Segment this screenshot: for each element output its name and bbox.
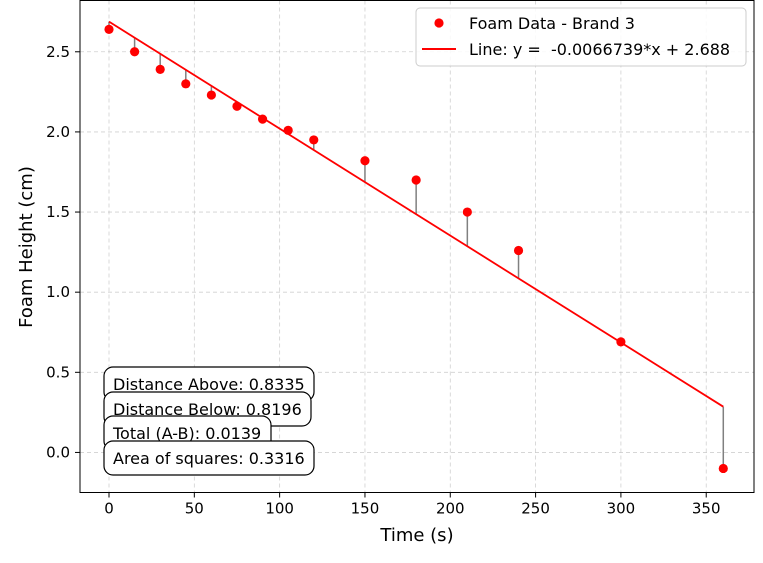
annotation-box: Area of squares: 0.3316 xyxy=(103,440,315,476)
data-point xyxy=(181,79,191,89)
annotation-text: Distance Below: 0.8196 xyxy=(113,400,302,419)
data-point xyxy=(130,47,140,57)
y-axis-title: Foam Height (cm) xyxy=(16,166,37,328)
data-point xyxy=(411,175,421,185)
x-axis-title: Time (s) xyxy=(379,525,453,546)
data-point xyxy=(155,64,165,75)
annotation-boxes: Distance Above: 0.8335 Distance Below: 0.… xyxy=(103,366,315,476)
x-tick-label: 50 xyxy=(185,500,204,518)
y-tick-label: 0.5 xyxy=(46,363,70,381)
y-tick-label: 0.0 xyxy=(46,443,70,461)
legend-marker-scatter xyxy=(434,18,444,28)
data-point xyxy=(616,337,626,347)
data-point xyxy=(513,245,524,256)
annotation-text: Distance Above: 0.8335 xyxy=(113,375,305,394)
data-point xyxy=(232,101,242,111)
y-axis-ticks: 0.0 0.5 1.0 1.5 2.0 2.5 xyxy=(46,43,80,461)
x-axis-ticks: 0 50 100 150 200 250 300 350 xyxy=(104,492,721,518)
legend: Foam Data - Brand 3 Line: y = -0.0066739… xyxy=(415,7,747,67)
x-tick-label: 300 xyxy=(607,500,636,518)
legend-frame xyxy=(415,7,747,67)
data-point xyxy=(206,90,216,100)
x-tick-label: 0 xyxy=(104,500,114,518)
annotation-frame xyxy=(103,440,315,476)
fit-line-layer xyxy=(108,20,724,408)
x-tick-label: 100 xyxy=(265,500,294,518)
x-tick-label: 150 xyxy=(351,500,380,518)
y-tick-label: 2.5 xyxy=(46,43,70,61)
data-point xyxy=(462,207,472,217)
annotation-text: Area of squares: 0.3316 xyxy=(113,449,305,468)
y-tick-label: 1.0 xyxy=(46,283,70,301)
y-tick-label: 1.5 xyxy=(46,203,70,221)
data-point xyxy=(283,125,293,135)
annotation-text: Total (A-B): 0.0139 xyxy=(112,424,261,443)
x-tick-label: 200 xyxy=(436,500,465,518)
data-point xyxy=(360,156,370,166)
plot-frame xyxy=(79,0,755,493)
data-point xyxy=(309,135,319,145)
data-point xyxy=(104,24,114,34)
x-tick-label: 350 xyxy=(692,500,721,518)
x-tick-label: 250 xyxy=(521,500,550,518)
data-point-layer xyxy=(104,24,728,474)
fit-line xyxy=(108,20,724,408)
legend-label-scatter: Foam Data - Brand 3 xyxy=(469,14,635,33)
data-point xyxy=(718,463,728,474)
y-tick-label: 2.0 xyxy=(46,123,70,141)
legend-label-line: Line: y = -0.0066739*x + 2.688 xyxy=(469,40,730,59)
data-point xyxy=(257,114,268,124)
